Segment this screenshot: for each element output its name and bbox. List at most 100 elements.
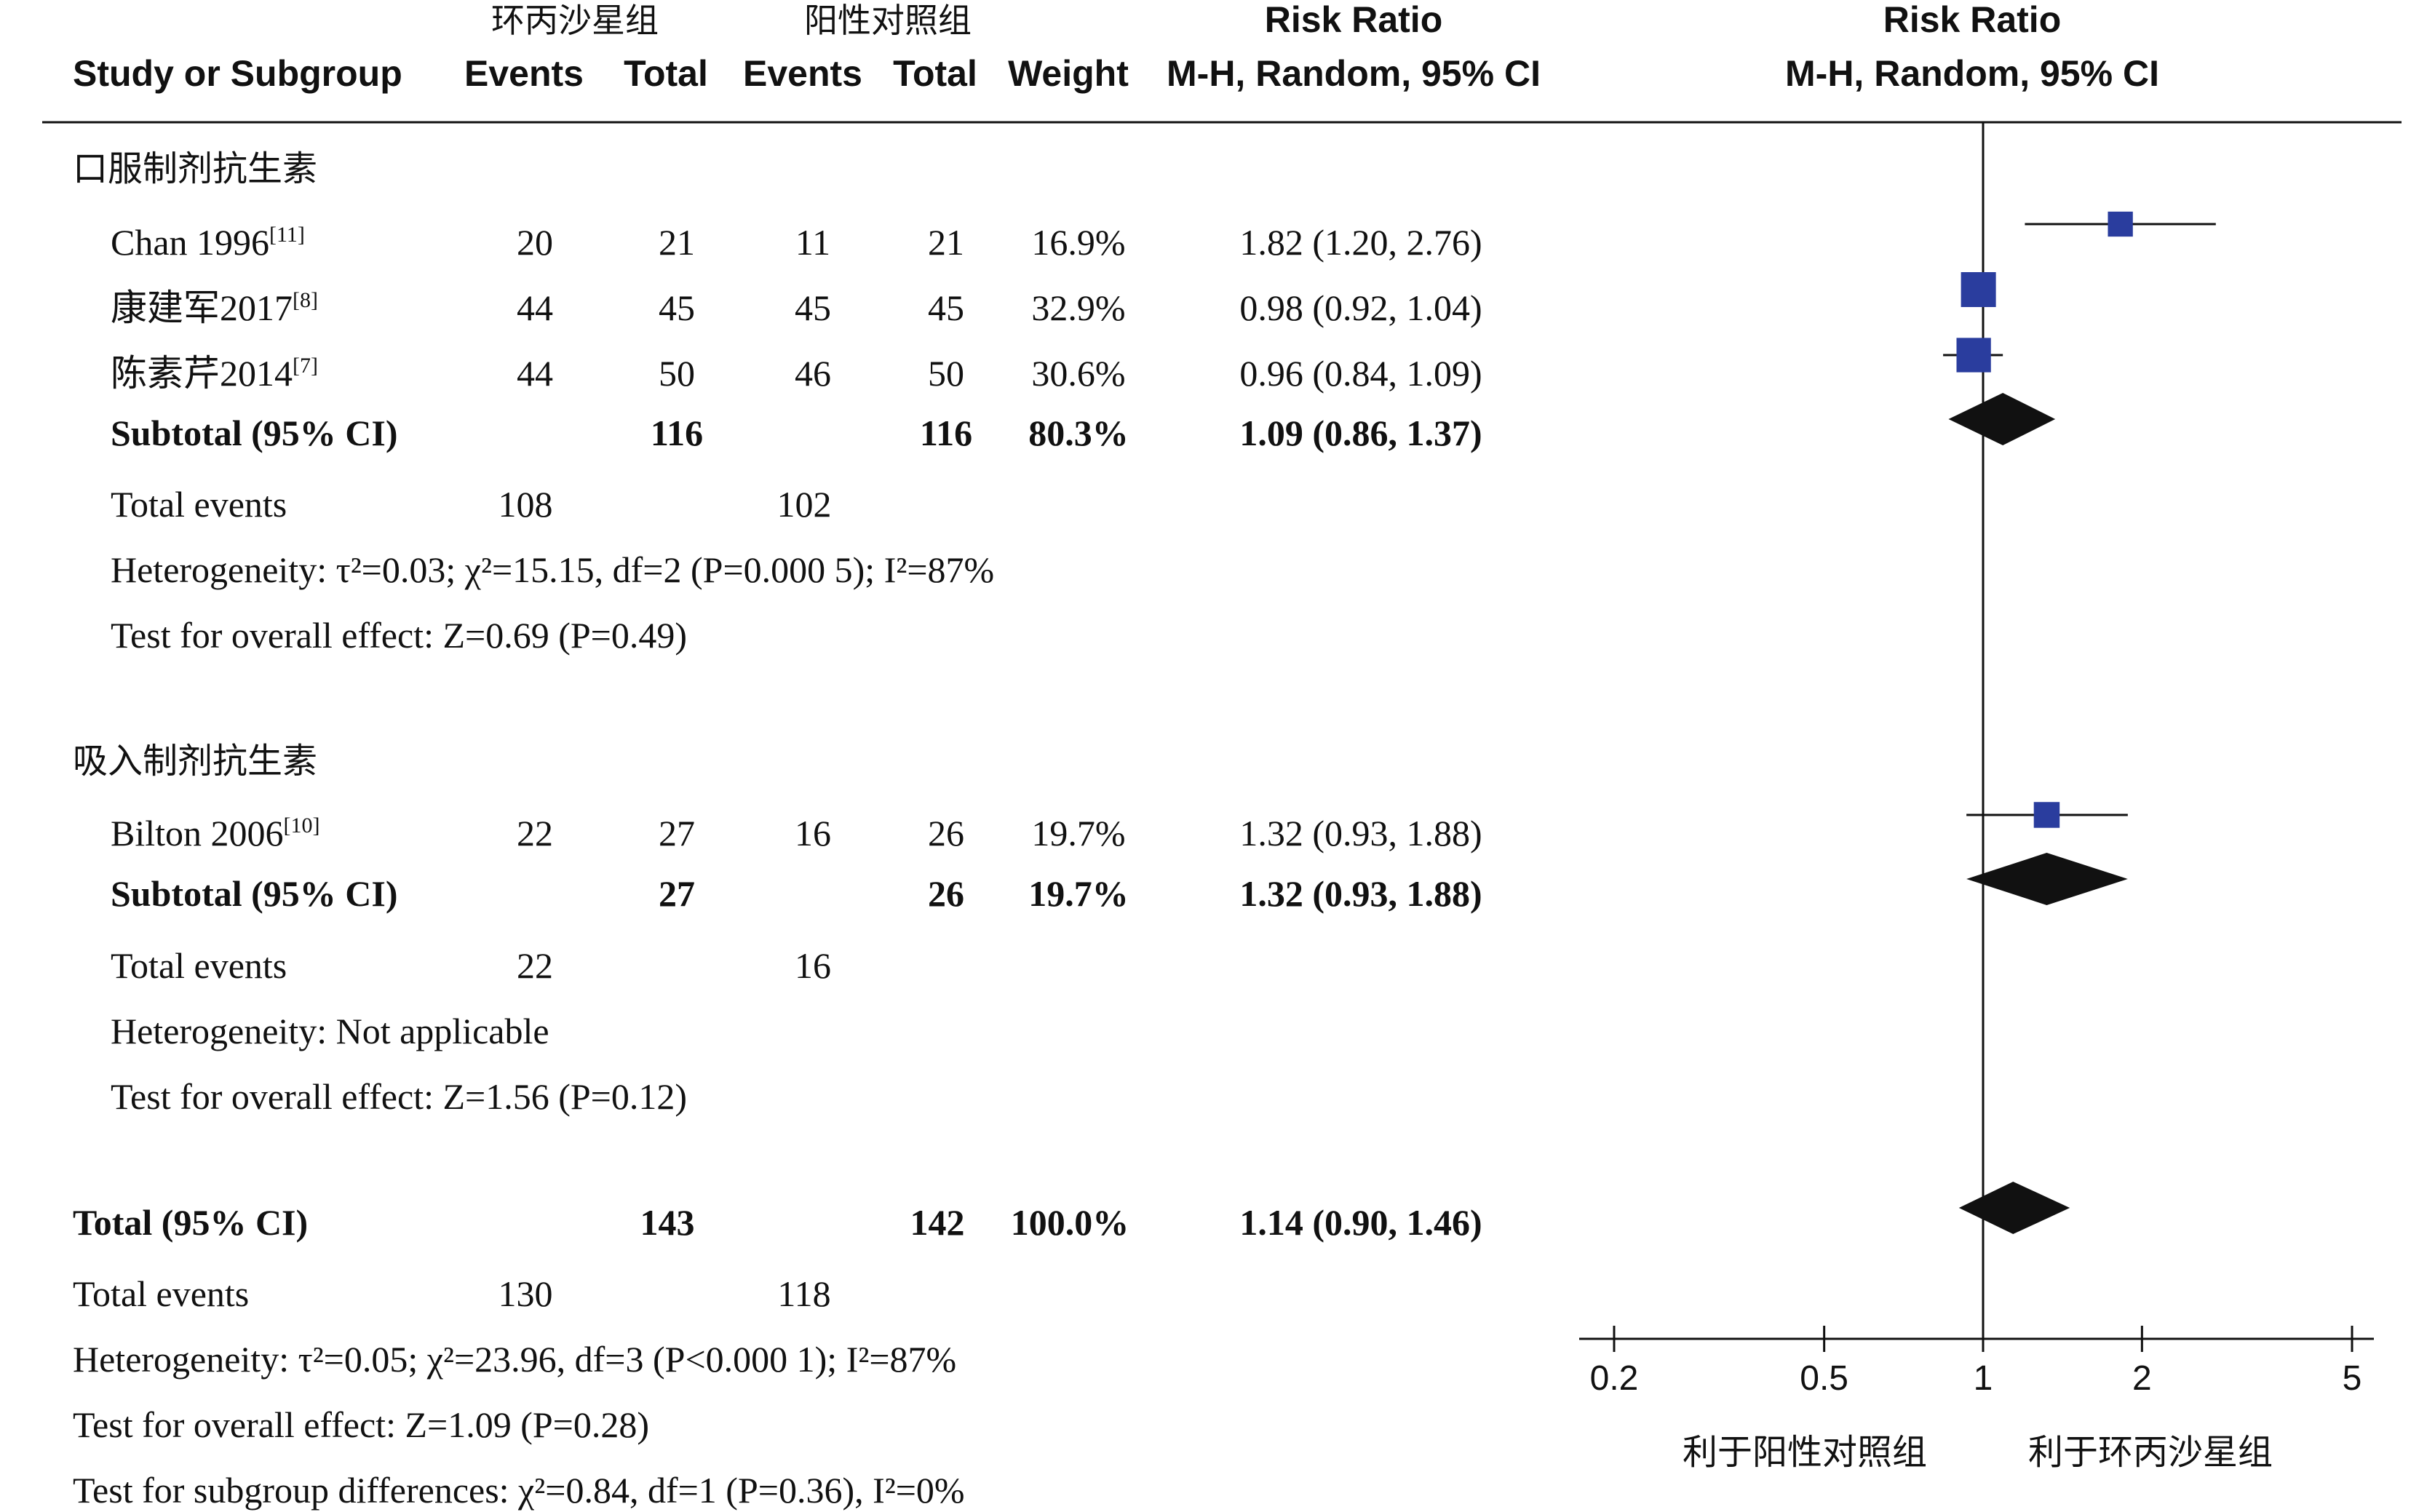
experimental-group-header: 环丙沙星组 [491,1,659,40]
weight: 80.3% [1028,413,1129,453]
heterogeneity-text: Heterogeneity: τ²=0.03; χ²=15.15, df=2 (… [111,549,994,590]
risk-ratio-ci: 1.82 (1.20, 2.76) [1239,222,1482,263]
total-row: Total (95% CI) 143 142 100.0% 1.14 (0.90… [73,1202,1482,1243]
subtotal-diamond [1966,853,2128,905]
risk-ratio-ci: 1.09 (0.86, 1.37) [1239,413,1482,453]
ctl-total: 26 [928,873,964,914]
control-group-header: 阳性对照组 [804,1,972,40]
risk-ratio-ci: 0.98 (0.92, 1.04) [1239,287,1482,328]
ctl-events: 102 [777,484,832,525]
ctl-events: 46 [795,353,831,394]
study-reference: [7] [293,354,318,378]
ctl-total: 21 [928,222,964,263]
subgroup-differences-text: Test for subgroup differences: χ²=0.84, … [73,1470,965,1511]
exp-total-header: Total [624,53,708,94]
total-events-row: Total events 22 16 [111,945,831,986]
overall-effect-text: Test for overall effect: Z=1.56 (P=0.12) [111,1076,687,1117]
weight: 100.0% [1011,1202,1129,1243]
ctl-events: 16 [795,945,831,986]
total-events-row: Total events 108 102 [111,484,832,525]
exp-events: 44 [517,353,553,394]
weight: 16.9% [1031,222,1125,263]
study-name: Chan 1996 [111,222,269,263]
total-events-row: Total events 130 118 [73,1273,831,1314]
table-row: Bilton 2006[10] 22 27 16 26 19.7% 1.32 (… [111,813,1482,854]
total-label: Total (95% CI) [73,1202,308,1243]
study-effect-marker [1961,272,1996,307]
study-effect-marker [1956,338,1991,373]
exp-events: 20 [517,222,553,263]
x-axis-tick-label: 0.2 [1590,1359,1639,1398]
x-axis-tick-label: 1 [1974,1359,1993,1398]
subtotal-diamond [1948,393,2056,445]
study-name: Bilton 2006 [111,813,284,854]
exp-events: 44 [517,287,553,328]
subtotal-label: Subtotal (95% CI) [111,413,397,453]
exp-events: 130 [498,1273,553,1314]
ctl-total: 26 [928,813,964,854]
study-column-header: Study or Subgroup [73,53,402,94]
subtotal-row: Subtotal (95% CI) 116 116 80.3% 1.09 (0.… [111,413,1482,453]
x-axis-tick-label: 0.5 [1800,1359,1848,1398]
weight: 32.9% [1031,287,1125,328]
study-effect-marker [2108,211,2133,237]
ci-method-header: M-H, Random, 95% CI [1167,53,1541,94]
risk-ratio-ci: 1.32 (0.93, 1.88) [1239,873,1482,914]
heterogeneity-text: Heterogeneity: τ²=0.05; χ²=23.96, df=3 (… [73,1339,956,1380]
study-reference: [10] [284,813,320,837]
overall-total: Total (95% CI) 143 142 100.0% 1.14 (0.90… [73,1202,1482,1511]
study-effect-marker [2033,802,2060,828]
total-events-label: Total events [111,945,287,986]
table-header: 环丙沙星组 阳性对照组 Risk Ratio Risk Ratio Study … [73,0,2159,94]
ctl-total: 45 [928,287,964,328]
exp-total: 143 [640,1202,695,1243]
study-reference: [8] [293,288,318,312]
ctl-total-header: Total [893,53,977,94]
ctl-events: 45 [795,287,831,328]
table-row: Chan 1996[11] 20 21 11 21 16.9% 1.82 (1.… [111,222,1482,263]
risk-ratio-header: Risk Ratio [1265,0,1443,40]
ctl-events-header: Events [743,53,862,94]
exp-total: 45 [659,287,695,328]
exp-total: 27 [659,813,695,854]
svg-text:Chan 1996[11]: Chan 1996[11] [111,222,305,263]
x-axis-tick-label: 2 [2132,1359,2152,1398]
risk-ratio-ci: 0.96 (0.84, 1.09) [1239,353,1482,394]
exp-total: 21 [659,222,695,263]
svg-text:Bilton 2006[10]: Bilton 2006[10] [111,813,320,854]
ctl-total: 116 [920,413,972,453]
subgroup-title: 吸入制剂抗生素 [73,741,317,781]
weight: 30.6% [1031,353,1125,394]
overall-effect-text: Test for overall effect: Z=1.09 (P=0.28) [73,1404,649,1445]
overall-effect-text: Test for overall effect: Z=0.69 (P=0.49) [111,615,687,656]
favours-experimental-label: 利于环丙沙星组 [2028,1432,2273,1473]
weight: 19.7% [1031,813,1125,854]
exp-events: 22 [517,813,553,854]
svg-text:康建军2017[8]: 康建军2017[8] [111,287,318,328]
exp-events: 108 [498,484,553,525]
study-name: 陈素芹2014 [111,353,293,394]
heterogeneity-text: Heterogeneity: Not applicable [111,1011,549,1051]
risk-ratio-ci: 1.14 (0.90, 1.46) [1239,1202,1482,1243]
subgroup-title: 口服制剂抗生素 [73,148,317,189]
svg-text:陈素芹2014[7]: 陈素芹2014[7] [111,353,318,394]
exp-events: 22 [517,945,553,986]
weight: 19.7% [1028,873,1129,914]
exp-events-header: Events [464,53,584,94]
x-axis-tick-label: 5 [2343,1359,2362,1398]
total-events-label: Total events [73,1273,249,1314]
study-reference: [11] [269,223,305,247]
exp-total: 116 [651,413,703,453]
forest-plot-area: 0.2 0.5 1 2 5 [1579,122,2374,1398]
ctl-events: 11 [795,222,830,263]
table-row: 陈素芹2014[7] 44 50 46 50 30.6% 0.96 (0.84,… [111,353,1482,394]
subtotal-row: Subtotal (95% CI) 27 26 19.7% 1.32 (0.93… [111,873,1482,914]
overall-diamond [1958,1182,2070,1234]
exp-total: 27 [659,873,695,914]
subtotal-label: Subtotal (95% CI) [111,873,397,914]
plot-method-header: M-H, Random, 95% CI [1785,53,2159,94]
ctl-events: 16 [795,813,831,854]
exp-total: 50 [659,353,695,394]
ctl-total: 50 [928,353,964,394]
